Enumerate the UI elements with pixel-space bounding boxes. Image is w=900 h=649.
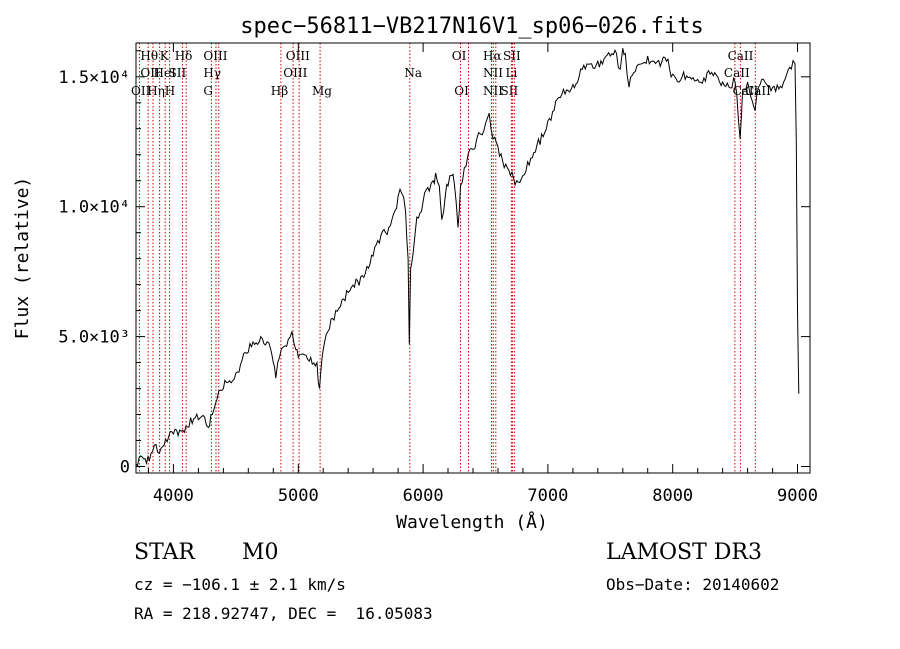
y-tick-label-0: 0 (120, 458, 130, 478)
line-label-27: CaII (733, 84, 759, 98)
x-tick-label-5: 9000 (777, 486, 818, 506)
x-tick-label-3: 7000 (527, 486, 568, 506)
line-label-19: Hη (147, 84, 165, 98)
y-tick-label-2: 1.0×10⁴ (58, 198, 130, 218)
x-axis-label: Wavelength (Å) (396, 511, 548, 533)
line-label-4: OIII (286, 49, 310, 63)
line-label-11: SII (169, 66, 187, 80)
line-label-9: OII (140, 66, 160, 80)
line-label-21: G (203, 84, 213, 98)
series-line-0 (135, 48, 800, 467)
line-label-10: HeI (154, 66, 177, 80)
plot-frame (135, 42, 811, 474)
line-label-23: Mg (312, 84, 332, 98)
line-label-7: SII (503, 49, 521, 63)
line-label-8: CaII (728, 49, 754, 63)
redshift-cz: cz = −106.1 ± 2.1 km/s (134, 575, 346, 594)
coordinates: RA = 218.92747, DEC = 16.05083 (134, 604, 433, 623)
line-label-14: Na (404, 66, 422, 80)
line-label-0: Hθ (140, 49, 158, 63)
spectral-line-markers (138, 43, 756, 473)
survey-name: LAMOST DR3 (606, 540, 762, 565)
y-tick-label-1: 5.0×10³ (58, 328, 130, 348)
x-tick-label-4: 8000 (652, 486, 693, 506)
chart-title: spec−56811−VB217N16V1_sp06−026.fits (240, 14, 704, 39)
line-label-6: Hα (483, 49, 502, 63)
line-label-13: OIII (283, 66, 307, 80)
line-label-20: H (165, 84, 175, 98)
line-label-2: Hδ (175, 49, 193, 63)
line-label-12: Hγ (203, 66, 221, 80)
object-class: STAR (134, 540, 195, 565)
line-label-25: NII (483, 84, 503, 98)
object-subclass: M0 (242, 540, 279, 565)
flux-series (135, 48, 800, 467)
line-label-3: OIII (203, 49, 227, 63)
axis-ticks: 4000 5000 6000 7000 8000 9000 0 5.0×10³ 1.0×10⁴ 1… (58, 43, 818, 506)
line-label-22: Hβ (271, 84, 288, 98)
line-label-15: NII (483, 66, 503, 80)
x-tick-label-0: 4000 (153, 486, 194, 506)
observation-date: Obs−Date: 20140602 (606, 575, 780, 594)
y-axis-label: Flux (relative) (12, 177, 33, 340)
line-label-24: OI (454, 84, 469, 98)
y-tick-label-3: 1.5×10⁴ (58, 68, 130, 88)
x-tick-label-2: 6000 (403, 486, 444, 506)
line-label-26: SII (501, 84, 519, 98)
line-label-17: CaII (724, 66, 750, 80)
line-label-5: OI (452, 49, 467, 63)
line-label-16: Li (506, 66, 518, 80)
x-tick-label-1: 5000 (278, 486, 319, 506)
line-label-1: K (160, 49, 170, 63)
